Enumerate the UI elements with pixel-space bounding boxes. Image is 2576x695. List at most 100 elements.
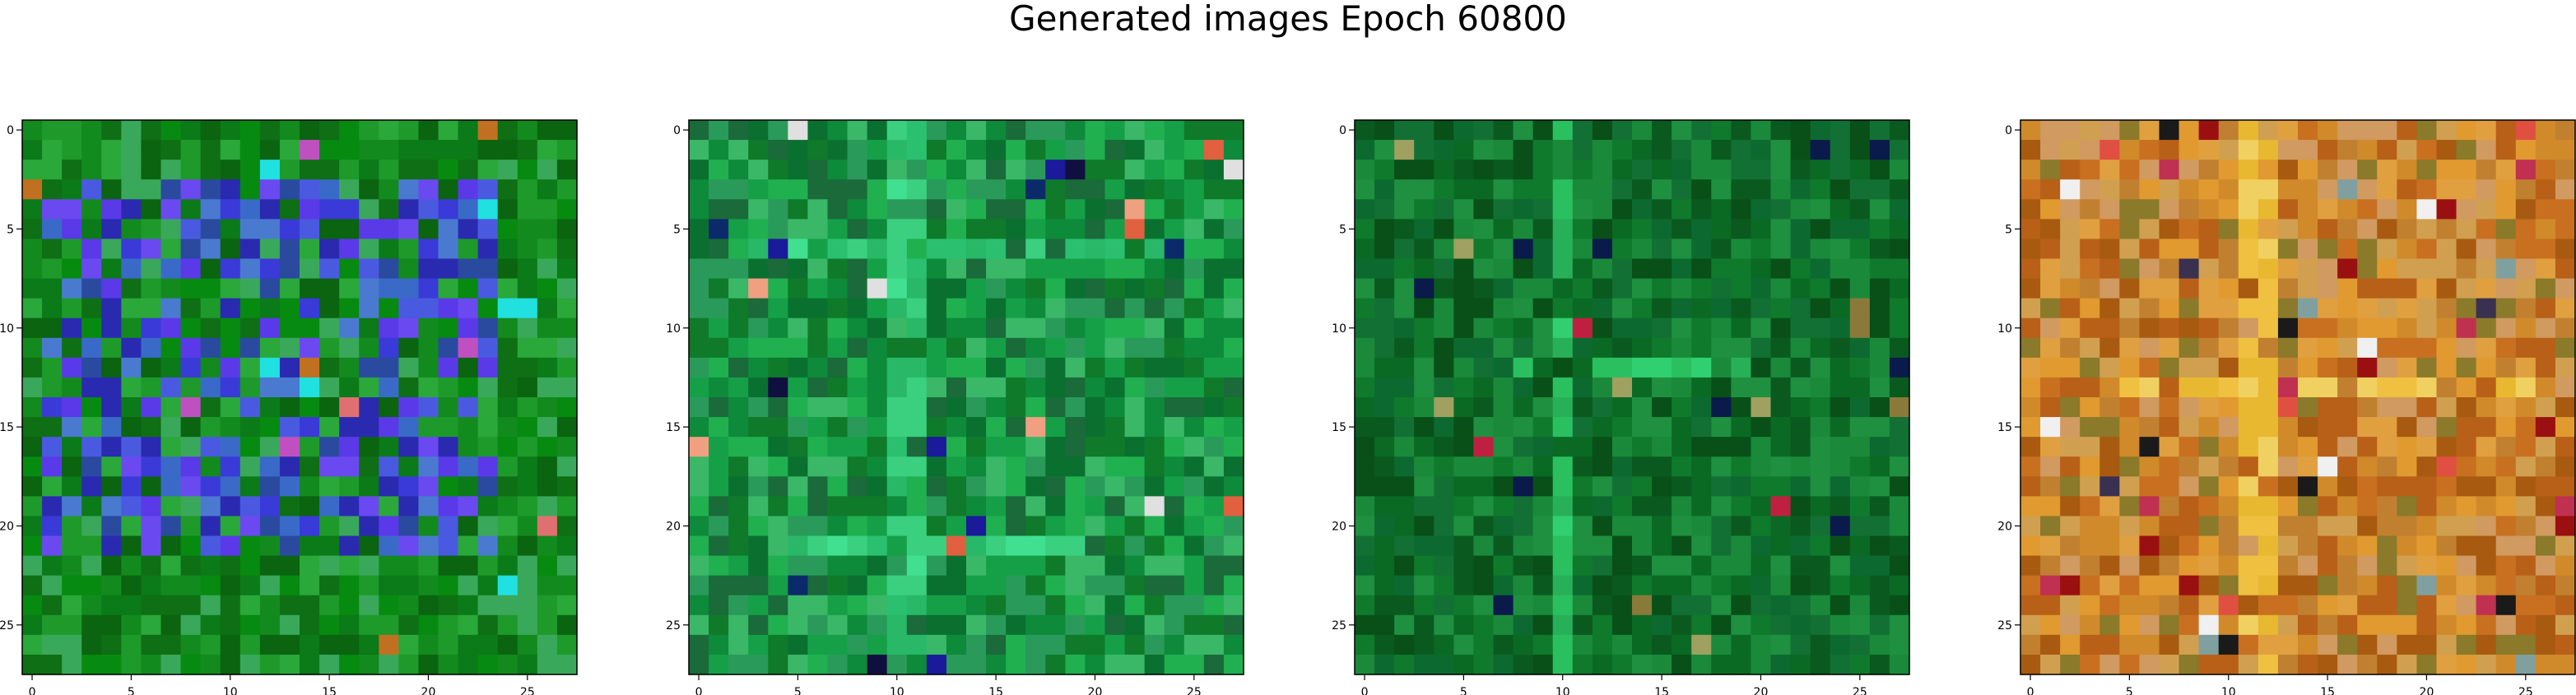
pixel-cell: [379, 654, 399, 675]
pixel-cell: [1493, 535, 1514, 557]
pixel-cell: [438, 357, 459, 378]
pixel-cell: [180, 258, 202, 280]
pixel-cell: [1183, 377, 1205, 398]
pixel-cell: [1592, 535, 1613, 557]
pixel-cell: [986, 654, 1007, 675]
pixel-cell: [1394, 595, 1415, 616]
pixel-cell: [946, 417, 967, 438]
pixel-cell: [1770, 496, 1792, 517]
pixel-cell: [339, 357, 360, 378]
pixel-cell: [1124, 496, 1146, 517]
pixel-cell: [2535, 437, 2556, 457]
pixel-cell: [1414, 199, 1434, 220]
pixel-cell: [847, 317, 868, 339]
pixel-cell: [1394, 179, 1415, 200]
pixel-cell: [946, 160, 967, 180]
pixel-cell: [2456, 575, 2477, 596]
pixel-cell: [359, 258, 379, 280]
pixel-cell: [339, 160, 360, 180]
pixel-cell: [1611, 535, 1633, 557]
pixel-cell: [339, 595, 360, 616]
pixel-cell: [1085, 476, 1106, 497]
pixel-cell: [2397, 278, 2418, 299]
pixel-cell: [2397, 140, 2418, 160]
pixel-cell: [141, 654, 162, 675]
pixel-cell: [2318, 496, 2338, 517]
pixel-cell: [477, 377, 499, 398]
pixel-cell: [537, 377, 558, 398]
pixel-cell: [1104, 120, 1126, 141]
pixel-cell: [537, 258, 558, 280]
pixel-cell: [180, 595, 202, 616]
pixel-cell: [2555, 614, 2576, 636]
pixel-cell: [517, 140, 538, 160]
pixel-cell: [2318, 219, 2338, 240]
pixel-cell: [1355, 258, 1375, 280]
pixel-cell: [1711, 397, 1732, 418]
pixel-cell: [689, 298, 709, 319]
pixel-cell: [2080, 516, 2100, 537]
pixel-cell: [2218, 437, 2239, 457]
pixel-cell: [200, 516, 221, 537]
pixel-cell: [2178, 535, 2200, 557]
pixel-cell: [986, 417, 1007, 438]
pixel-cell: [497, 120, 518, 141]
pixel-cell: [2218, 179, 2239, 200]
pixel-cell: [906, 179, 928, 200]
pixel-cell: [1611, 496, 1633, 517]
pixel-cell: [2139, 397, 2160, 418]
pixel-cell: [2218, 140, 2239, 160]
pixel-cell: [2159, 437, 2180, 457]
pixel-cell: [946, 239, 967, 260]
pixel-cell: [1652, 337, 1672, 359]
pixel-cell: [946, 634, 967, 656]
pixel-cell: [867, 654, 888, 675]
pixel-cell: [2555, 575, 2576, 596]
pixel-cell: [2476, 634, 2497, 656]
pixel-cell: [1869, 614, 1890, 636]
pixel-cell: [886, 239, 908, 260]
pixel-cell: [1869, 397, 1890, 418]
pixel-cell: [1414, 140, 1434, 160]
pixel-cell: [2139, 140, 2160, 160]
pixel-cell: [477, 595, 499, 616]
pixel-cell: [537, 516, 558, 537]
pixel-cell: [1104, 239, 1126, 260]
pixel-cell: [1473, 199, 1495, 220]
pixel-cell: [2218, 160, 2239, 180]
pixel-cell: [1394, 634, 1415, 656]
pixel-cell: [438, 377, 459, 398]
pixel-cell: [121, 555, 142, 577]
pixel-cell: [2159, 456, 2180, 477]
pixel-cell: [2060, 337, 2081, 359]
pixel-cell: [1374, 397, 1395, 418]
pixel-cell: [1355, 654, 1375, 675]
pixel-cell: [847, 535, 868, 557]
pixel-cell: [2337, 575, 2358, 596]
pixel-cell: [239, 140, 261, 160]
pixel-cell: [2515, 437, 2536, 457]
pixel-cell: [788, 140, 809, 160]
pixel-cell: [1889, 476, 1910, 497]
pixel-cell: [1473, 614, 1495, 636]
pixel-cell: [728, 179, 749, 200]
pixel-cell: [42, 258, 63, 280]
pixel-cell: [2178, 555, 2200, 577]
pixel-cell: [2159, 258, 2180, 280]
pixel-cell: [2495, 654, 2517, 675]
pixel-cell: [1006, 634, 1026, 656]
pixel-cell: [1810, 595, 1831, 616]
pixel-cell: [1552, 120, 1574, 141]
pixel-cell: [1006, 239, 1026, 260]
pixel-cell: [1144, 160, 1165, 180]
pixel-cell: [379, 377, 399, 398]
pixel-cell: [2495, 535, 2517, 557]
pixel-cell: [1394, 140, 1415, 160]
pixel-cell: [2436, 476, 2457, 497]
pixel-cell: [2257, 555, 2279, 577]
pixel-cell: [81, 317, 102, 339]
pixel-cell: [1223, 535, 1244, 557]
pixel-cell: [2218, 417, 2239, 438]
pixel-cell: [2277, 614, 2299, 636]
pixel-cell: [379, 337, 399, 359]
